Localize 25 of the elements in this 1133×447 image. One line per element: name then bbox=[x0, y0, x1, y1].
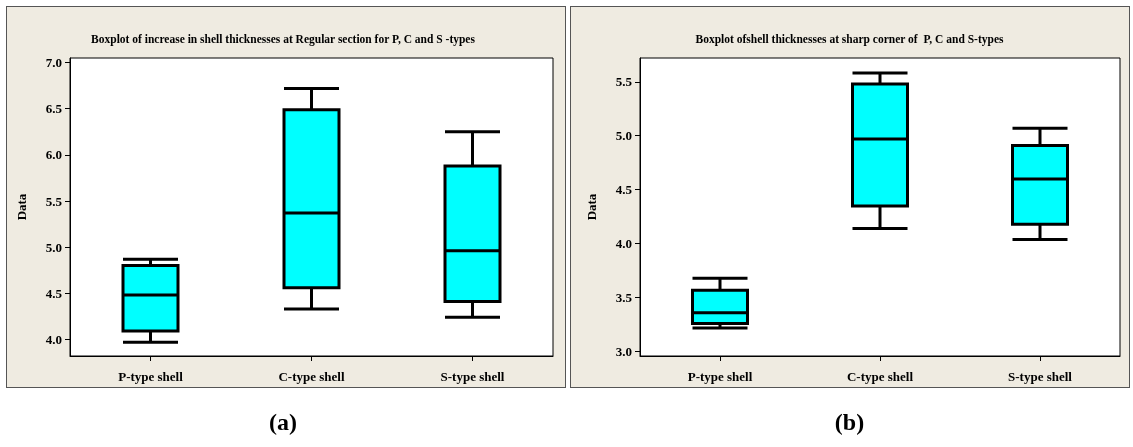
y-tick-label: 7.0 bbox=[45, 55, 62, 71]
text: (b) bbox=[834, 409, 865, 435]
y-tick-label: 4.5 bbox=[45, 285, 63, 301]
x-tick-label: C-type shell bbox=[278, 369, 345, 384]
x-tick-label: P-type shell bbox=[687, 369, 753, 384]
y-tick-label: 4.0 bbox=[45, 331, 62, 347]
chart-title: Boxplot of increase in shell thicknesses at Regular section for P, C and S -types bbox=[91, 33, 476, 46]
x-tick-label: C-type shell bbox=[846, 369, 914, 384]
y-axis-title: Data bbox=[14, 193, 29, 221]
y-tick-label: 4.5 bbox=[615, 182, 633, 198]
x-tick-label: S-type shell bbox=[1008, 369, 1073, 384]
y-tick-label: 4.0 bbox=[615, 236, 632, 252]
y-tick-label: 3.5 bbox=[615, 290, 633, 306]
y-tick-label: 5.5 bbox=[615, 74, 633, 90]
y-tick-label: 5.0 bbox=[45, 239, 62, 255]
x-tick-label: P-type shell bbox=[118, 369, 184, 384]
y-tick-label: 6.5 bbox=[45, 101, 63, 117]
y-tick-label: 5.0 bbox=[615, 128, 632, 144]
y-axis-title: Data bbox=[584, 193, 599, 221]
y-tick-label: 5.5 bbox=[45, 193, 63, 209]
x-tick-label: S-type shell bbox=[440, 369, 505, 384]
y-tick-label: 6.0 bbox=[45, 147, 62, 163]
y-tick-label: 3.0 bbox=[615, 344, 632, 360]
text: (a) bbox=[269, 409, 297, 435]
chart-title: Boxplot ofshell thicknesses at sharp corner of P, C and S-types bbox=[695, 33, 1005, 46]
